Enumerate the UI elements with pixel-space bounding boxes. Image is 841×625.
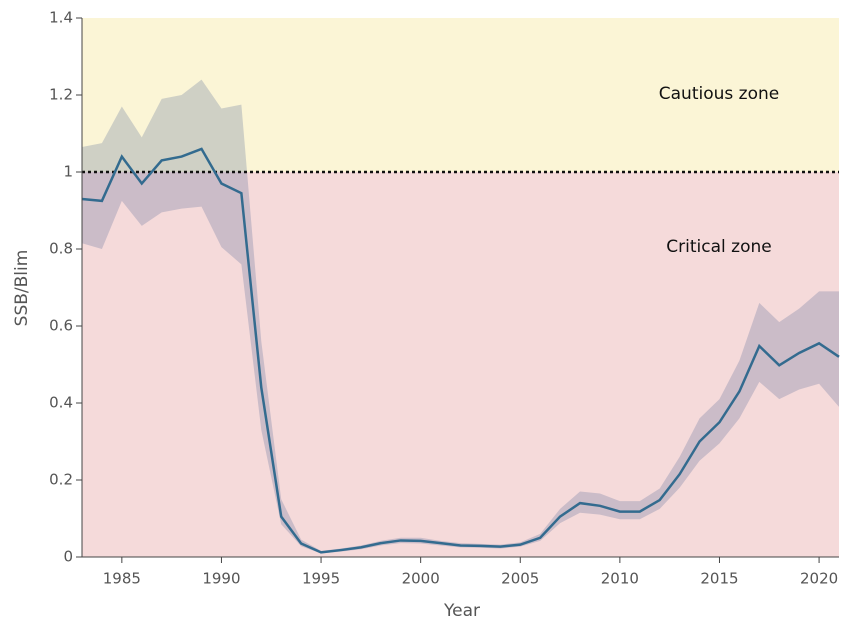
x-tick-label: 2015 [700,570,738,588]
x-tick-label: 2010 [601,570,639,588]
x-tick-label: 1985 [103,570,141,588]
zone-label: Cautious zone [659,84,779,104]
y-tick-label: 1 [63,163,73,181]
ssb-line [81,147,840,554]
y-axis-label: SSB/Blim [12,250,32,327]
y-tick-label: 1.4 [49,9,73,27]
y-tick-label: 0.8 [49,240,73,258]
x-tick-label: 2000 [402,570,440,588]
x-tick-label: 1995 [302,570,340,588]
zone [82,18,839,172]
zone-label: Critical zone [666,237,771,257]
y-tick-label: 0.4 [49,394,73,412]
x-tick-label: 2020 [800,570,838,588]
zone [82,172,839,557]
y-tick-label: 1.2 [49,86,73,104]
x-tick-label: 1990 [202,570,240,588]
y-tick-label: 0 [63,548,73,566]
y-tick-label: 0.2 [49,471,73,489]
y-tick-label: 0.6 [49,317,73,335]
x-tick-label: 2005 [501,570,539,588]
confidence-band [82,79,839,554]
x-axis-label: Year [443,601,480,621]
